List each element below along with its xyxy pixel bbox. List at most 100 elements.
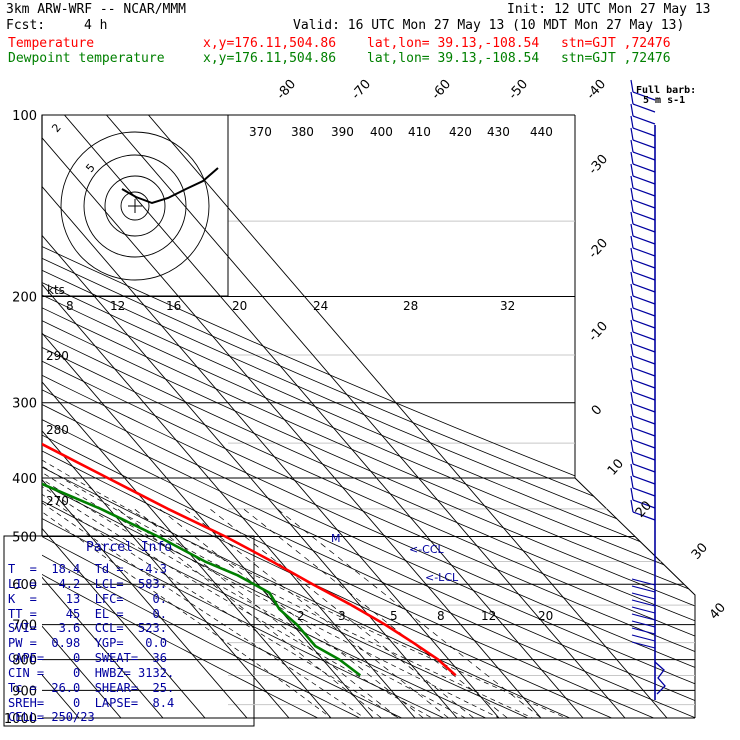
hodograph-box	[41, 114, 229, 297]
wind-barb	[632, 391, 656, 401]
wind-barb	[631, 585, 656, 593]
dry-adiabat-line	[42, 127, 695, 718]
legend-dewpoint-label: Dewpoint temperature	[8, 51, 165, 66]
wind-barb-feather	[630, 115, 634, 129]
mixing-ratio-line	[117, 508, 382, 718]
hodograph-speed-label: 12	[110, 299, 125, 313]
legend-temperature-xy: x,y=176.11,504.86	[203, 36, 337, 51]
dry-adiabat-line	[42, 127, 685, 718]
wind-barb-feather	[630, 199, 634, 213]
mixing-ratio-line	[243, 508, 508, 718]
temperature-tick-label: 10	[605, 456, 627, 478]
mixing-ratio-line	[134, 508, 399, 718]
forecast-label: Fcst:	[6, 18, 46, 33]
wind-barb-feather	[630, 127, 634, 141]
temperature-tick-label: 30	[689, 540, 711, 562]
wind-barb-feather	[630, 499, 634, 513]
wind-barb	[632, 199, 656, 209]
moist-adiabat-line	[42, 296, 384, 718]
wind-barb-feather	[630, 415, 634, 429]
mixing-ratio-label: 20	[538, 609, 553, 623]
isotherm-line	[42, 115, 290, 718]
wind-barb	[632, 499, 656, 509]
isotherm-line	[42, 115, 374, 718]
moist-adiabat-line	[42, 296, 525, 718]
parcel-row: LI = 4.2 LCL= 583.	[8, 577, 167, 591]
temperature-tick-label: -10	[586, 319, 611, 345]
valid-time: Valid: 16 UTC Mon 27 May 13 (10 MDT Mon …	[293, 18, 685, 33]
wind-barb	[632, 463, 656, 473]
hodograph-units: kts	[47, 283, 65, 297]
theta-label: 440	[530, 125, 553, 139]
wind-barb	[632, 439, 656, 449]
level-marker: M	[331, 532, 341, 545]
temperature-tick-label: -30	[586, 152, 611, 178]
isotherm-line	[42, 115, 164, 718]
dry-adiabat-line	[42, 127, 387, 718]
hodograph-speed-label: 28	[403, 299, 418, 313]
wind-barb	[631, 620, 656, 628]
wind-barb-feather	[630, 379, 634, 393]
parcel-info-title: Parcel Info	[86, 540, 173, 555]
init-time: Init: 12 UTC Mon 27 May 13	[507, 2, 711, 17]
wind-barb-feather	[630, 367, 634, 381]
parcel-row: CIN = 0 HWBZ= 3132.	[8, 666, 175, 680]
wind-barb	[632, 307, 656, 317]
parcel-row: CAPE= 0 SWEAT= 36	[8, 651, 167, 665]
wind-barb	[632, 223, 656, 233]
isotherm-line	[64, 115, 584, 718]
pressure-tick-label: 600	[12, 578, 37, 593]
lcl-annotation: <-LCL	[425, 571, 459, 584]
mixing-ratio-label: 2	[297, 609, 305, 623]
wind-barb	[631, 578, 656, 586]
hodograph-speed-label: 32	[500, 299, 515, 313]
barb-key-title: Full barb:	[636, 85, 697, 96]
hodograph-ring	[60, 131, 210, 281]
wind-barb	[632, 295, 656, 305]
theta-label: 280	[46, 423, 69, 437]
mixing-ratio-line	[276, 508, 542, 718]
theta-label: 270	[46, 494, 69, 508]
parcel-row: T = 18.4 Td = -4.3	[8, 562, 167, 576]
temperature-tick-label: -50	[506, 77, 531, 103]
wind-barb-feather	[630, 463, 634, 477]
dry-adiabat-line	[42, 127, 695, 718]
legend-temperature-label: Temperature	[8, 36, 95, 51]
theta-label: 400	[370, 125, 393, 139]
mixing-ratio-line	[184, 508, 449, 718]
wind-barb-feather	[630, 175, 634, 189]
parcel-row: TT = 45 EL = 0.	[8, 607, 167, 621]
hodograph-trace	[121, 167, 219, 205]
wind-barb	[632, 451, 656, 461]
wind-barb	[632, 283, 656, 293]
dry-adiabat-line	[42, 127, 695, 718]
wind-barb	[654, 661, 666, 695]
wind-barb-feather	[630, 439, 634, 453]
hodograph-speed-label: 20	[232, 299, 247, 313]
wind-barb	[632, 187, 656, 197]
wind-barb	[632, 271, 656, 281]
hodograph-ring-label: 2	[49, 121, 63, 135]
dry-adiabat-line	[42, 127, 557, 718]
wind-barb-feather	[630, 355, 634, 369]
pressure-tick-label: 100	[12, 109, 37, 124]
isotherm-line	[42, 115, 416, 718]
dewpoint-profile	[42, 115, 362, 677]
temperature-tick-label: -80	[274, 77, 299, 103]
temperature-tick-label: 40	[707, 600, 729, 622]
temperature-profile	[42, 115, 457, 677]
wind-barb	[632, 211, 656, 221]
wind-barb	[632, 331, 656, 341]
wind-barb	[632, 115, 656, 125]
dry-adiabat-line	[42, 127, 695, 718]
wind-barb	[632, 511, 656, 521]
dry-adiabat-line	[42, 127, 695, 718]
legend-temperature-latlon: lat,lon= 39.13,-108.54	[367, 36, 540, 51]
wind-barb	[631, 641, 656, 649]
isotherm-line	[42, 115, 206, 718]
wind-barb-feather	[630, 91, 634, 105]
pressure-tick-label: 900	[12, 684, 37, 699]
wind-barb-feather	[630, 139, 634, 153]
forecast-hours: 4 h	[84, 18, 108, 33]
